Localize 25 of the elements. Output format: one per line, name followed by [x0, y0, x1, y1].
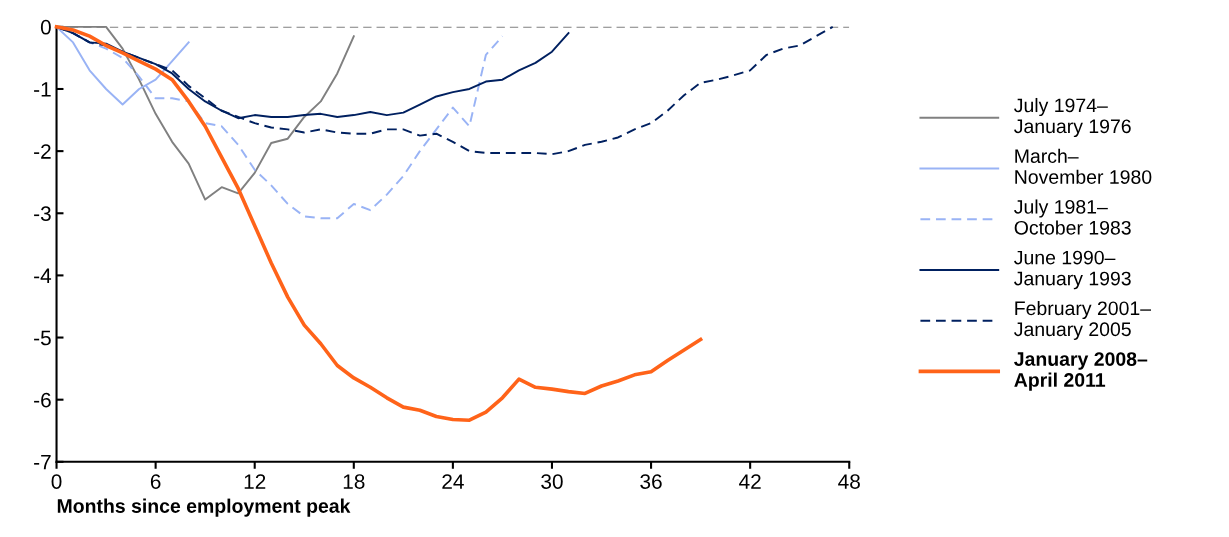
y-tick-label: 0 — [40, 19, 51, 35]
y-tick-label: -2 — [34, 144, 51, 159]
line-series — [54, 25, 703, 422]
legend-label: January 2008– April 2011 — [1014, 352, 1148, 391]
x-tick-label: 18 — [343, 474, 365, 489]
x-tick-label: 12 — [244, 474, 266, 489]
y-tick-label: -6 — [34, 392, 51, 408]
legend-label: February 2001– January 2005 — [1014, 300, 1152, 340]
y-tick-label: -4 — [34, 268, 52, 283]
x-tick-label: 42 — [739, 474, 761, 489]
x-tick-label: 24 — [442, 474, 464, 489]
x-tick-label: 0 — [51, 474, 62, 489]
legend-label: June 1990– January 1993 — [1014, 250, 1131, 290]
y-tick-label: -1 — [34, 82, 51, 97]
legend-label: July 1974– January 1976 — [1014, 97, 1131, 138]
legend-label: March– November 1980 — [1015, 148, 1152, 184]
legend-label: July 1981– October 1983 — [1014, 199, 1131, 235]
x-tick-label: 36 — [640, 474, 662, 489]
x-axis-title: Months since employment peak — [57, 498, 351, 517]
y-tick-label: -3 — [34, 206, 51, 222]
x-tick-label: 48 — [838, 474, 860, 489]
y-tick-label: -5 — [34, 330, 51, 346]
x-tick-label: 30 — [541, 474, 563, 489]
x-tick-label: 6 — [150, 474, 161, 489]
y-tick-label: -7 — [34, 455, 51, 470]
